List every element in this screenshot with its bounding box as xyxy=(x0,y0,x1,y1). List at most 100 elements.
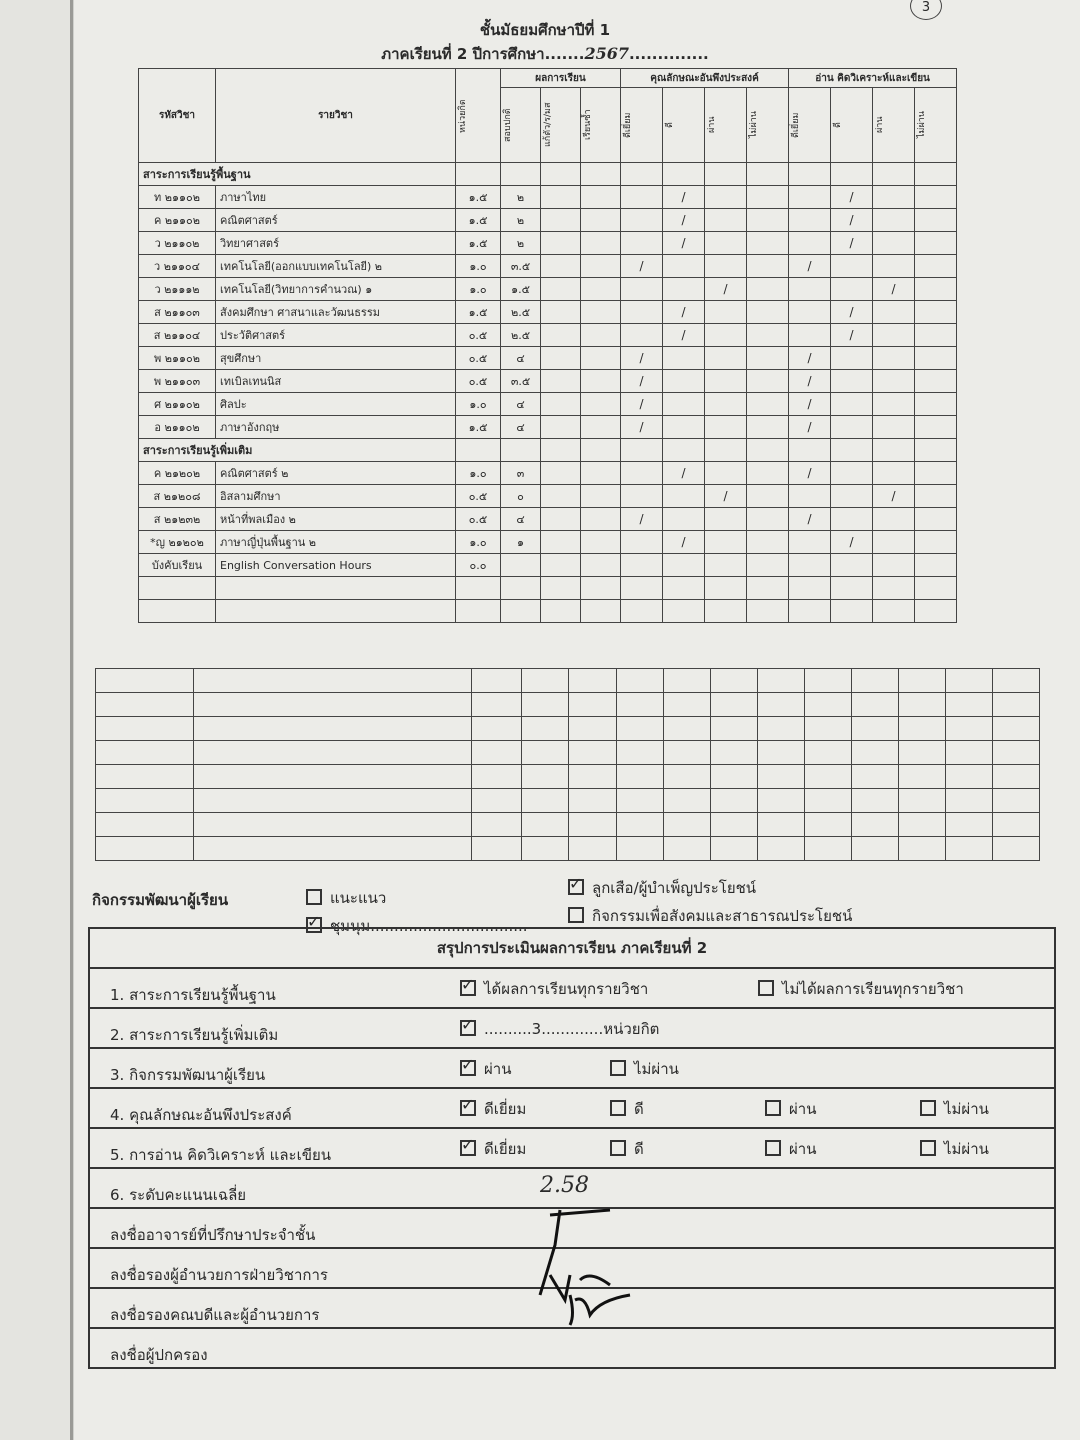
checkbox[interactable] xyxy=(610,1100,626,1116)
reading-cell xyxy=(872,461,916,485)
credits: ๑.๕ xyxy=(455,231,501,255)
credits: ๑.๕ xyxy=(455,208,501,232)
character-cell xyxy=(620,277,663,301)
checkbox[interactable] xyxy=(920,1100,936,1116)
character-cell xyxy=(620,323,663,347)
reading-cell xyxy=(830,461,874,485)
character-cell xyxy=(704,231,747,255)
header-results: ผลการเรียน xyxy=(500,68,621,88)
summary-option[interactable]: ..........3.............หน่วยกิต xyxy=(460,1015,659,1041)
summary-option[interactable]: ไม่ได้ผลการเรียนทุกรายวิชา xyxy=(758,977,964,1001)
character-cell xyxy=(704,507,747,531)
summary-option[interactable]: ผ่าน xyxy=(765,1097,816,1121)
header-reading: อ่าน คิดวิเคราะห์และเขียน xyxy=(788,68,958,88)
reading-cell xyxy=(830,369,874,393)
empty-row xyxy=(94,692,1041,717)
table-row: ส ๒๑๒๐๘ อิสลามศึกษา ๐.๕๐ / / xyxy=(138,484,958,508)
summary-row: 4. คุณลักษณะอันพึงประสงค์ ดีเยี่ยม ดี ผ่าน ไ… xyxy=(90,1087,1054,1127)
subject-name: เทคโนโลยี(ออกแบบเทคโนโลยี) ๒ xyxy=(215,254,456,278)
reading-cell xyxy=(872,415,916,439)
character-cell xyxy=(662,369,705,393)
character-cell xyxy=(620,208,663,232)
activity-club[interactable]: ชุมนุม................................. xyxy=(306,912,528,938)
summary-option[interactable]: ได้ผลการเรียนทุกรายวิชา xyxy=(460,975,648,1001)
character-cell: / xyxy=(620,254,663,278)
summary-option[interactable]: ไม่ผ่าน xyxy=(920,1097,989,1121)
grade: ๓.๕ xyxy=(500,369,541,393)
subject-code: ท ๒๑๑๐๒ xyxy=(138,185,216,209)
reading-cell xyxy=(914,461,958,485)
grades-table: รหัสวิชา รายวิชา หน่วยกิต ผลการเรียน คุณ… xyxy=(138,68,958,623)
subject-code: ค ๒๑๑๐๒ xyxy=(138,208,216,232)
reading-cell: / xyxy=(872,484,916,508)
checkbox-checked[interactable] xyxy=(306,912,322,933)
table-row: ว ๒๑๑๑๒ เทคโนโลยี(วิทยาการคำนวณ) ๑๑.๐ ๑.๕ /… xyxy=(138,277,958,301)
character-cell: / xyxy=(620,392,663,416)
section-title: สาระการเรียนรู้เพิ่มเติม xyxy=(138,438,456,462)
blank-grid xyxy=(94,668,1041,861)
summary-row-label: 6. ระดับคะแนนเฉลี่ย xyxy=(110,1186,247,1204)
reading-cell xyxy=(830,553,874,577)
checkbox[interactable] xyxy=(610,1140,626,1156)
activity-guidance[interactable]: แนะแนว xyxy=(306,886,386,910)
summary-option[interactable]: ผ่าน xyxy=(765,1137,816,1161)
summary-option[interactable]: ดี xyxy=(610,1137,644,1161)
table-row: อ ๒๑๑๐๒ ภาษาอังกฤษ ๑.๕๔ / / xyxy=(138,415,958,439)
character-cell xyxy=(662,254,705,278)
adjacent-page-edge xyxy=(0,0,73,1440)
checkbox-checked[interactable] xyxy=(460,975,476,996)
subheader-reading_cols-0: ดีเยี่ยม xyxy=(791,112,802,138)
empty-row xyxy=(94,668,1041,693)
checkbox-checked[interactable] xyxy=(568,874,584,895)
checkbox[interactable] xyxy=(758,980,774,996)
credits: ๑.๐ xyxy=(455,530,501,554)
character-cell xyxy=(704,300,747,324)
subject-name: สุขศึกษา xyxy=(215,346,456,370)
character-cell: / xyxy=(662,530,705,554)
reading-cell: / xyxy=(788,254,832,278)
summary-option[interactable]: ผ่าน xyxy=(460,1055,511,1081)
summary-option[interactable]: ดีเยี่ยม xyxy=(460,1095,526,1121)
signature-image xyxy=(538,1208,631,1326)
checkbox[interactable] xyxy=(765,1100,781,1116)
checkbox-checked[interactable] xyxy=(460,1015,476,1036)
checkbox[interactable] xyxy=(306,889,322,905)
character-cell xyxy=(745,530,790,554)
reading-cell: / xyxy=(788,369,832,393)
section-title: สาระการเรียนรู้พื้นฐาน xyxy=(138,162,456,186)
activity-social-service[interactable]: กิจกรรมเพื่อสังคมและสาธารณประโยชน์ xyxy=(568,904,852,928)
reading-cell xyxy=(788,208,832,232)
character-cell xyxy=(620,231,663,255)
reading-cell xyxy=(914,415,958,439)
character-cell: / xyxy=(662,185,705,209)
summary-option[interactable]: ดีเยี่ยม xyxy=(460,1135,526,1161)
subject-name: ศิลปะ xyxy=(215,392,456,416)
checkbox-checked[interactable] xyxy=(460,1055,476,1076)
checkbox[interactable] xyxy=(920,1140,936,1156)
grade: ๑.๕ xyxy=(500,277,541,301)
checkbox[interactable] xyxy=(765,1140,781,1156)
character-cell xyxy=(662,553,705,577)
activity-scouts[interactable]: ลูกเสือ/ผู้บำเพ็ญประโยชน์ xyxy=(568,874,756,900)
character-cell xyxy=(662,346,705,370)
reading-cell: / xyxy=(830,300,874,324)
reading-cell xyxy=(788,530,832,554)
reading-cell xyxy=(788,185,832,209)
summary-row-label: 4. คุณลักษณะอันพึงประสงค์ xyxy=(110,1106,292,1124)
checkbox[interactable] xyxy=(610,1060,626,1076)
character-cell xyxy=(704,208,747,232)
checkbox[interactable] xyxy=(568,907,584,923)
character-cell xyxy=(704,323,747,347)
subject-name: วิทยาศาสตร์ xyxy=(215,231,456,255)
grade: ๒.๕ xyxy=(500,300,541,324)
summary-option[interactable]: ดี xyxy=(610,1097,644,1121)
character-cell: / xyxy=(620,346,663,370)
checkbox-checked[interactable] xyxy=(460,1095,476,1116)
summary-option[interactable]: ไม่ผ่าน xyxy=(610,1057,679,1081)
summary-row: ลงชื่ออาจารย์ที่ปรึกษาประจำชั้น xyxy=(90,1207,1054,1247)
character-cell xyxy=(620,484,663,508)
checkbox-checked[interactable] xyxy=(460,1135,476,1156)
table-row: ว ๒๑๑๐๒ วิทยาศาสตร์ ๑.๕๒ / / xyxy=(138,231,958,255)
summary-option[interactable]: ไม่ผ่าน xyxy=(920,1137,989,1161)
table-row: พ ๒๑๑๐๒ สุขศึกษา ๐.๕๔ / / xyxy=(138,346,958,370)
